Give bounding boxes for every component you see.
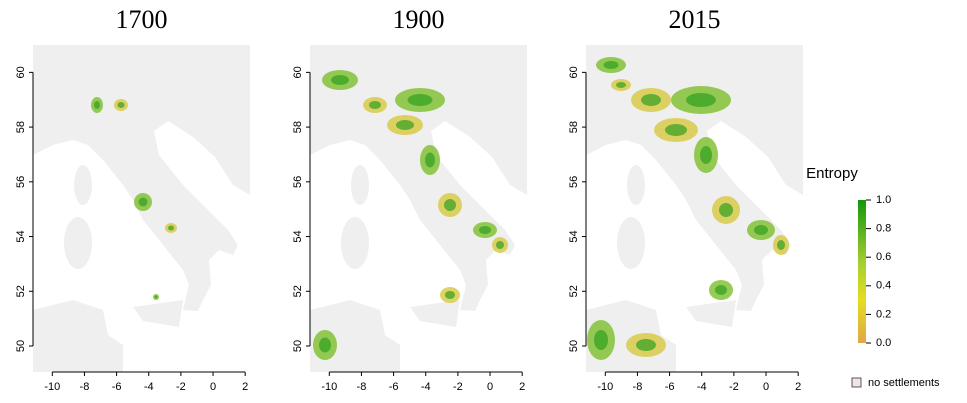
settlement-area: [636, 339, 656, 351]
settlement-area: [407, 94, 433, 106]
island: [686, 300, 736, 327]
settlement-area: [94, 101, 100, 109]
settlement-area: [700, 146, 712, 164]
settlement-area: [616, 82, 626, 88]
island: [64, 217, 92, 269]
x-tick-label: -2: [176, 381, 186, 393]
settlement-area: [641, 94, 661, 106]
y-tick-label: 52: [568, 285, 580, 297]
no-data-swatch: [851, 377, 862, 388]
x-tick-label: -8: [633, 381, 643, 393]
x-tick-label: 0: [763, 381, 769, 393]
x-tick-label: -10: [44, 381, 60, 393]
panel-title: 2015: [669, 5, 721, 34]
settlement-area: [603, 61, 619, 69]
y-tick-label: 50: [568, 340, 580, 352]
island: [133, 300, 183, 327]
settlement-area: [715, 285, 727, 295]
land: [310, 45, 527, 311]
y-tick-label: 56: [15, 176, 27, 188]
x-tick-label: -8: [357, 381, 367, 393]
panel-title: 1700: [116, 5, 168, 34]
y-tick-label: 60: [292, 66, 304, 78]
land: [586, 45, 803, 311]
x-tick-label: -8: [80, 381, 90, 393]
settlement-area: [686, 93, 716, 107]
x-tick-label: -10: [597, 381, 613, 393]
colorbar: [858, 200, 866, 343]
legend-tick-label: 0.4: [876, 280, 891, 292]
settlement-area: [369, 101, 381, 109]
map-panel: [310, 45, 527, 372]
x-tick-label: -6: [112, 381, 122, 393]
y-tick-label: 56: [568, 176, 580, 188]
settlement-area: [168, 225, 174, 231]
settlement-area: [719, 203, 733, 217]
legend-title: Entropy: [806, 165, 858, 182]
legend-tick-label: 0.8: [876, 223, 891, 235]
settlement-area: [138, 197, 148, 207]
island: [627, 165, 645, 205]
settlement-area: [754, 225, 768, 235]
x-tick-label: 2: [795, 381, 801, 393]
island: [617, 217, 645, 269]
y-tick-label: 58: [292, 121, 304, 133]
land: [33, 45, 250, 311]
legend-tick-label: 1.0: [876, 194, 891, 206]
island: [74, 165, 92, 205]
settlement-area: [154, 295, 158, 299]
x-tick-label: -6: [665, 381, 675, 393]
settlement-area: [665, 124, 687, 136]
x-tick-label: -6: [389, 381, 399, 393]
settlement-area: [425, 152, 435, 168]
settlement-area: [444, 199, 456, 211]
no-data-label: no settlements: [868, 377, 940, 389]
legend-tick-label: 0.6: [876, 251, 891, 263]
settlement-area: [331, 75, 349, 85]
settlement-area: [479, 226, 491, 234]
y-tick-label: 54: [568, 230, 580, 242]
settlement-area: [319, 337, 331, 353]
settlement-area: [777, 240, 785, 250]
y-tick-label: 54: [15, 230, 27, 242]
y-tick-label: 58: [15, 121, 27, 133]
y-tick-label: 52: [15, 285, 27, 297]
island: [351, 165, 369, 205]
settlement-area: [396, 120, 414, 130]
settlement-area: [496, 241, 504, 249]
x-tick-label: -4: [144, 381, 154, 393]
y-tick-label: 60: [15, 66, 27, 78]
x-tick-label: -4: [697, 381, 707, 393]
y-tick-label: 50: [15, 340, 27, 352]
y-tick-label: 58: [568, 121, 580, 133]
y-tick-label: 60: [568, 66, 580, 78]
x-tick-label: -2: [729, 381, 739, 393]
x-tick-label: 0: [210, 381, 216, 393]
y-tick-label: 56: [292, 176, 304, 188]
map-panel: [33, 45, 250, 372]
x-tick-label: 0: [487, 381, 493, 393]
y-tick-label: 52: [292, 285, 304, 297]
settlement-area: [117, 102, 125, 108]
panel-title: 1900: [393, 5, 445, 34]
settlement-area: [445, 291, 455, 299]
x-tick-label: -2: [453, 381, 463, 393]
y-tick-label: 54: [292, 230, 304, 242]
x-tick-label: 2: [519, 381, 525, 393]
map-panel: [586, 45, 803, 372]
legend-tick-label: 0.0: [876, 337, 891, 349]
y-tick-label: 50: [292, 340, 304, 352]
x-tick-label: 2: [242, 381, 248, 393]
island: [341, 217, 369, 269]
land: [33, 300, 123, 372]
island: [410, 300, 460, 327]
x-tick-label: -10: [321, 381, 337, 393]
legend-tick-label: 0.2: [876, 308, 891, 320]
x-tick-label: -4: [421, 381, 431, 393]
settlement-area: [594, 330, 608, 350]
